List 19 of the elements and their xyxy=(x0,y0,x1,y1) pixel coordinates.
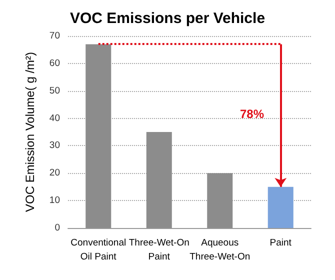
y-tick-label: 30 xyxy=(49,140,60,152)
y-tick-label: 50 xyxy=(49,85,60,96)
y-tick-label: 0 xyxy=(54,222,60,234)
x-tick-label: Paint xyxy=(270,238,292,248)
y-tick-label: 10 xyxy=(49,195,60,206)
bar xyxy=(268,186,294,228)
y-tick-label: 60 xyxy=(49,58,60,69)
annotation: 78% xyxy=(240,107,264,121)
y-tick-label: 40 xyxy=(49,112,60,124)
y-tick-label: 70 xyxy=(49,30,60,42)
bar xyxy=(207,173,233,228)
bar xyxy=(86,44,112,228)
y-axis-title: VOC Emission Volume( g /m²) xyxy=(23,52,37,212)
x-tick-label: Three-Wet-On Paint xyxy=(128,238,190,262)
x-tick-label: Conventional Oil Paint xyxy=(70,238,126,262)
y-tick-label: 20 xyxy=(49,168,60,179)
bar xyxy=(146,132,172,228)
chart-title: VOC Emissions per Vehicle xyxy=(70,10,266,27)
x-tick-label: Aqueous Three-Wet-On xyxy=(190,238,250,262)
